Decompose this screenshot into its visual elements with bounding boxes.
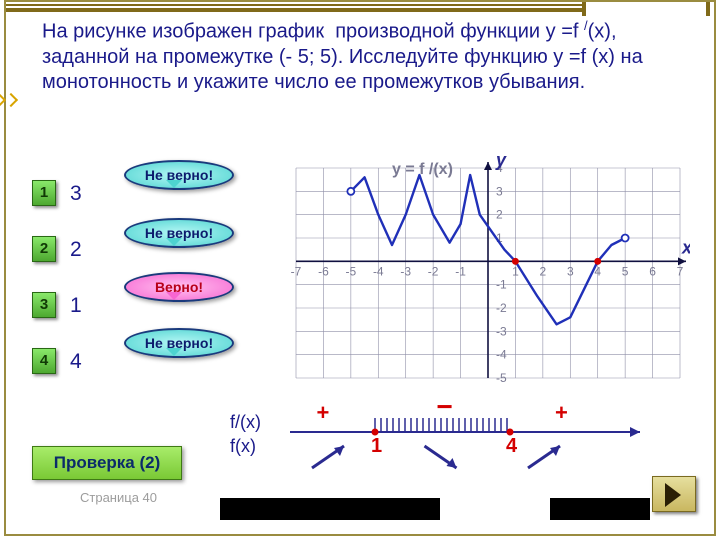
answer-button-4[interactable]: 4 [32,348,56,374]
svg-text:-2: -2 [496,301,507,315]
svg-text:7: 7 [677,264,684,278]
fprime-label: f/(x) [230,412,261,433]
svg-text:+: + [555,400,568,425]
svg-text:y = f /(x): y = f /(x) [392,161,453,178]
svg-text:x: x [681,237,690,257]
svg-text:1: 1 [371,435,382,457]
svg-text:2: 2 [496,208,503,222]
svg-text:-7: -7 [291,264,302,278]
decor-vline [582,2,586,16]
feedback-bubble: Не верно! [124,328,234,358]
check-button[interactable]: Проверка (2) [32,446,182,480]
decor-bar [550,498,650,520]
svg-text:-4: -4 [496,348,507,362]
svg-text:-5: -5 [496,371,507,385]
svg-text:-4: -4 [373,264,384,278]
page-footer: Страница 40 [80,490,157,505]
svg-text:-6: -6 [318,264,329,278]
feedback-bubble: Верно! [124,272,234,302]
answer-value: 1 [70,294,82,318]
f-label: f(x) [230,436,256,457]
svg-text:-3: -3 [400,264,411,278]
svg-text:+: + [317,400,330,425]
svg-text:2: 2 [540,264,547,278]
decor-line [6,8,586,12]
svg-text:-3: -3 [496,324,507,338]
answer-button-2[interactable]: 2 [32,236,56,262]
derivative-chart: -7-6-5-4-3-2-11234567-5-4-3-2-11234xyy =… [286,150,690,396]
feedback-bubble: Не верно! [124,160,234,190]
answer-button-1[interactable]: 1 [32,180,56,206]
next-button[interactable] [652,476,696,512]
sign-line-diagram: 1 4 + − + f/(x) f(x) [230,398,660,472]
answer-value: 2 [70,238,82,262]
svg-text:-5: -5 [346,264,357,278]
svg-text:-1: -1 [496,278,507,292]
svg-text:−: − [437,398,453,422]
svg-text:5: 5 [622,264,629,278]
decor-line [6,4,586,6]
svg-text:3: 3 [567,264,574,278]
decor-vline [706,2,710,16]
svg-text:3: 3 [496,184,503,198]
svg-text:-2: -2 [428,264,439,278]
question-text: На рисунке изображен график производной … [42,18,674,95]
decor-bar [220,498,440,520]
svg-text:-1: -1 [455,264,466,278]
svg-text:6: 6 [649,264,656,278]
feedback-bubble: Не верно! [124,218,234,248]
answer-button-3[interactable]: 3 [32,292,56,318]
answer-value: 3 [70,182,82,206]
svg-text:4: 4 [506,435,518,457]
svg-text:y: y [495,150,507,170]
answer-value: 4 [70,350,82,374]
